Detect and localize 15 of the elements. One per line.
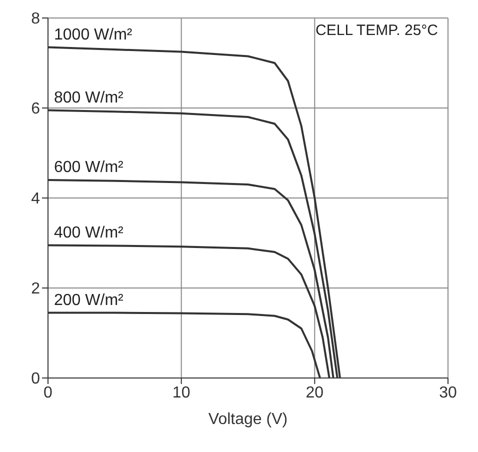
x-tick-label: 30 [439,384,457,402]
series-label: 400 W/m² [54,224,124,242]
series-label: 600 W/m² [54,159,124,176]
y-tick-label: 8 [31,10,40,28]
series-label: 800 W/m² [54,89,124,106]
series-label: 1000 W/m² [54,26,133,44]
series-label: 200 W/m² [54,292,124,309]
x-tick-label: 10 [172,384,190,402]
y-tick-label: 2 [31,280,40,298]
x-tick-label: 20 [306,384,324,402]
y-tick-label: 4 [31,190,40,208]
y-tick-label: 0 [31,370,40,388]
y-tick-label: 6 [31,100,40,118]
x-axis-title: Voltage (V) [208,411,288,428]
x-tick-label: 0 [44,384,53,402]
